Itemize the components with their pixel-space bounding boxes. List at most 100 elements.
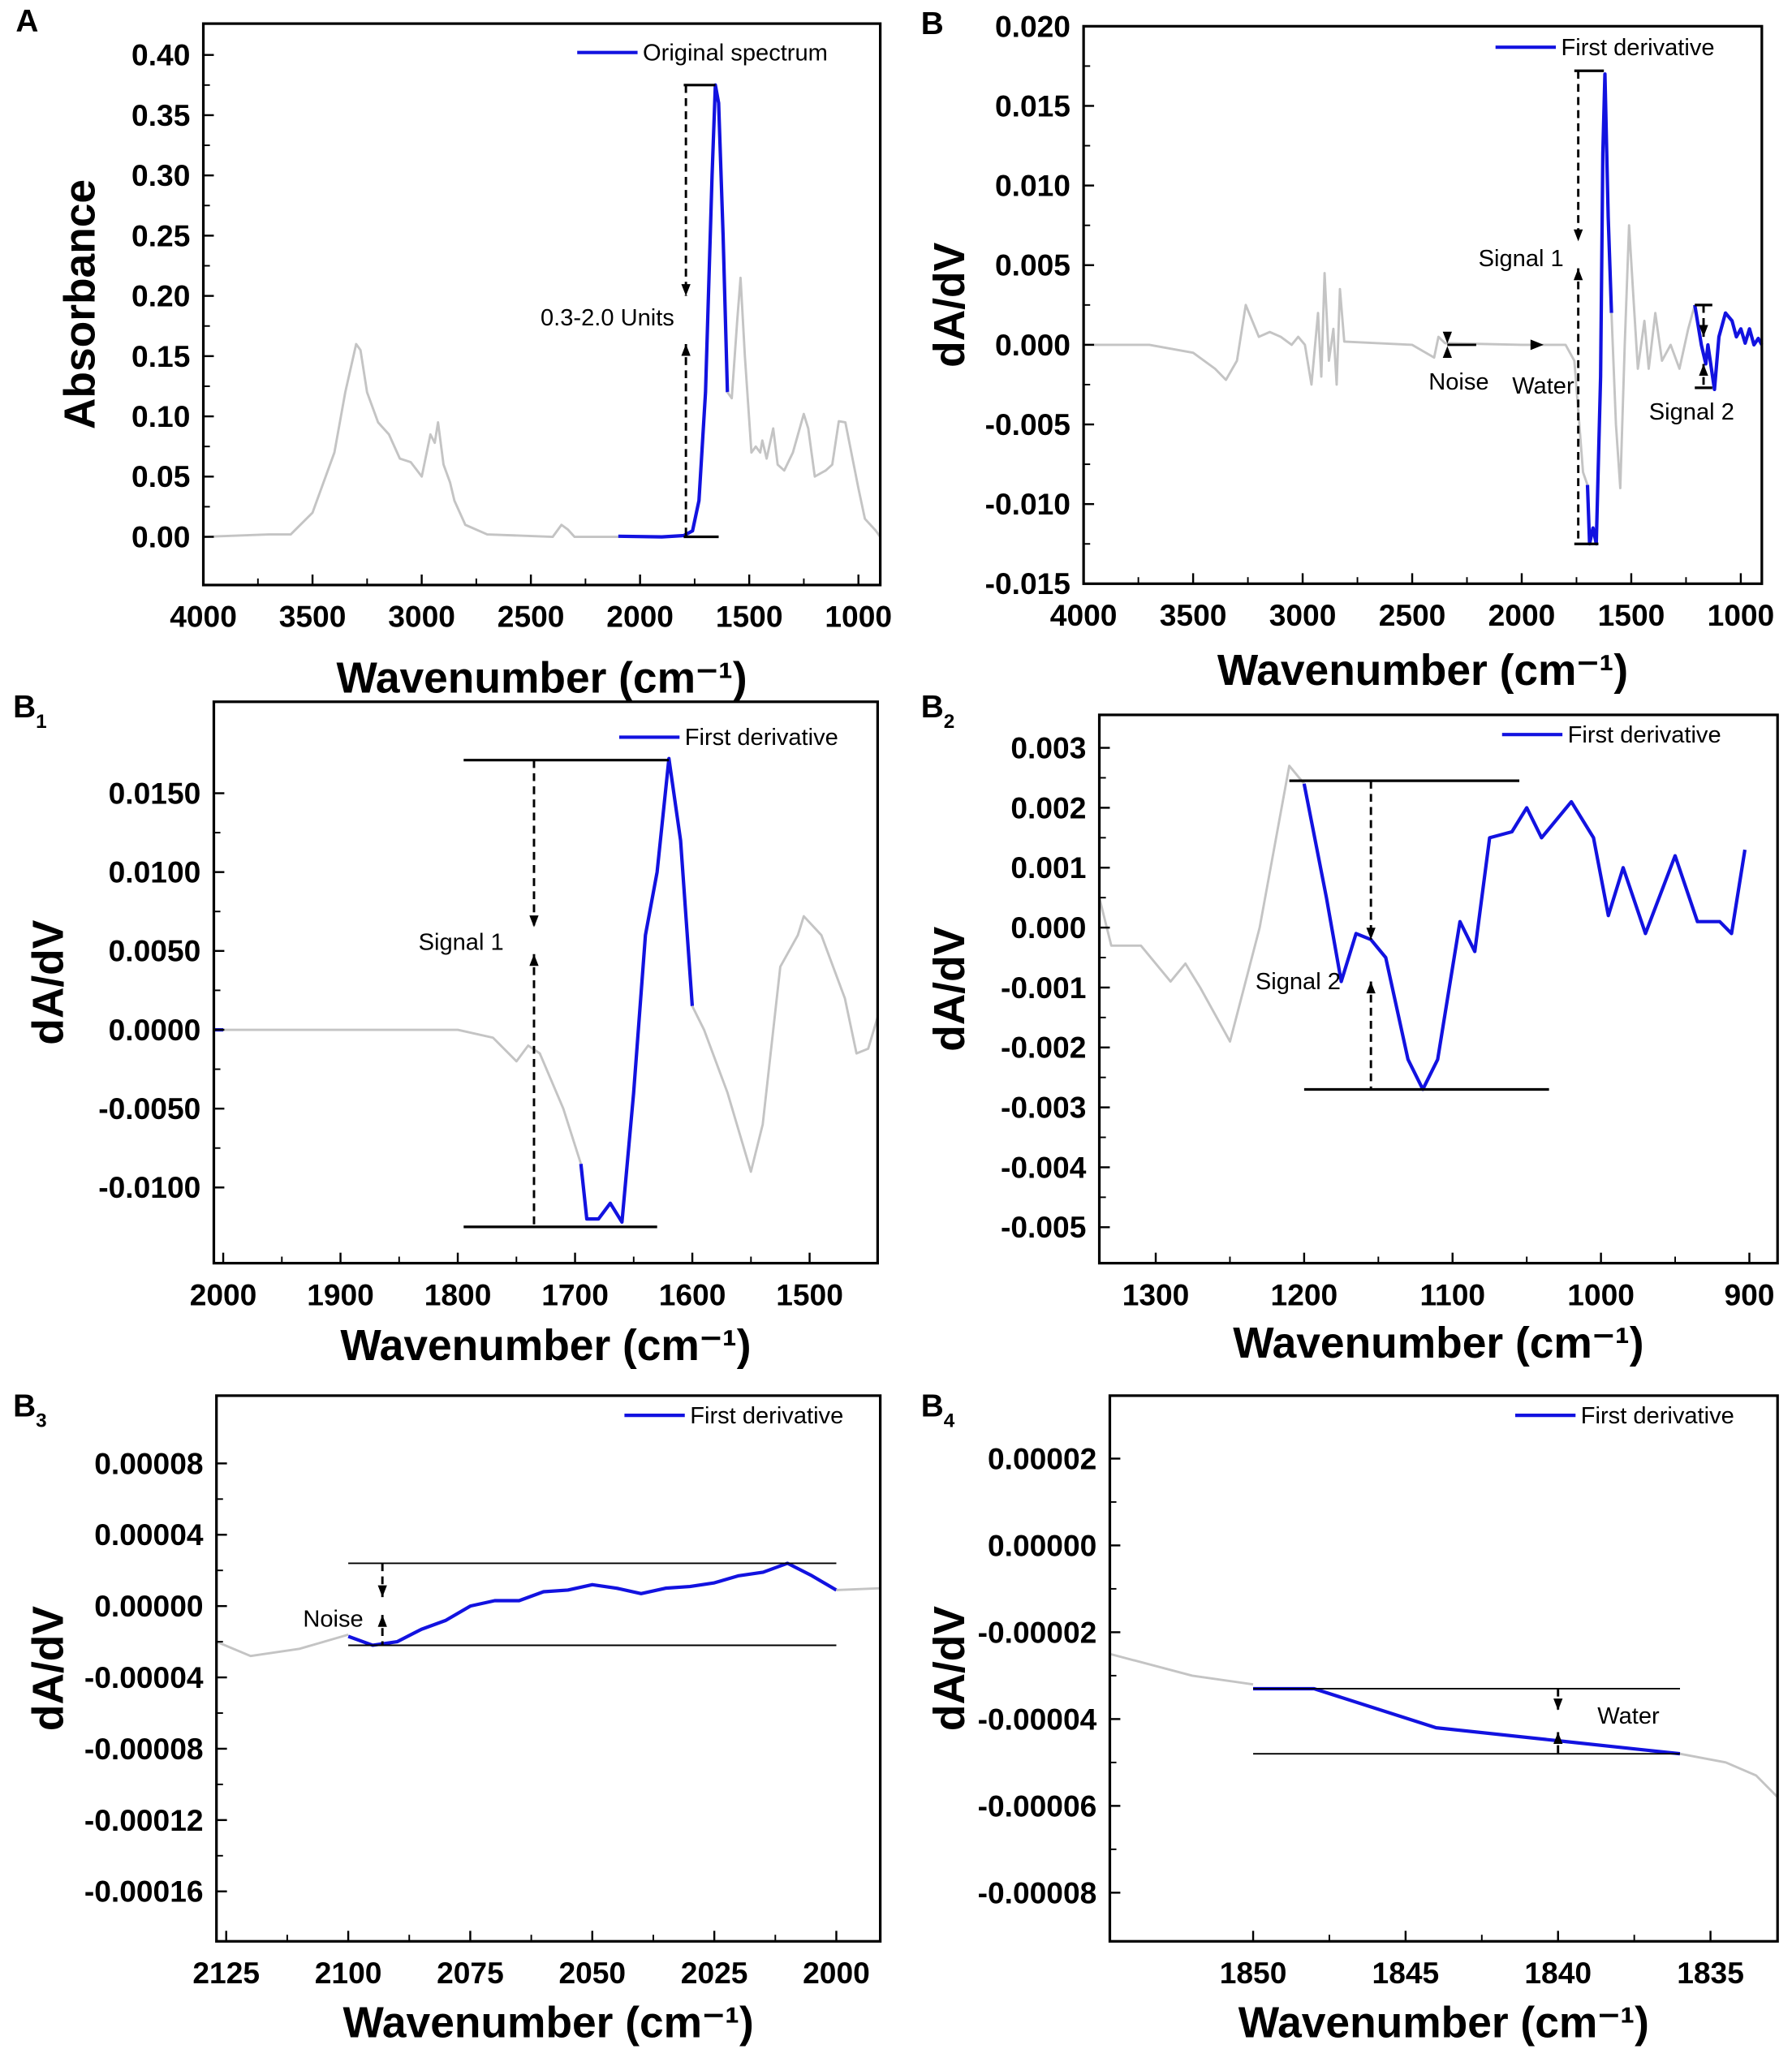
series-gray-2 (1610, 224, 1696, 489)
x-tick-label: 4000 (1050, 598, 1118, 632)
legend-label: First derivative (1581, 1403, 1734, 1429)
series-gray-1 (223, 1028, 583, 1164)
x-tick-label: 1300 (1122, 1277, 1190, 1311)
y-tick-label: 0.00000 (988, 1528, 1096, 1562)
y-tick-label: -0.002 (1001, 1031, 1086, 1065)
y-axis-label: dA/dV (926, 1606, 974, 1731)
x-tick-label: 1100 (1419, 1277, 1485, 1311)
y-tick-label: 0.005 (995, 248, 1070, 282)
x-tick-label: 1850 (1220, 1956, 1287, 1990)
series-blue-1 (1585, 72, 1613, 546)
panel-label: B1 (13, 690, 47, 733)
series-gray-2 (836, 1586, 881, 1591)
arrow-down-icon (1442, 331, 1452, 344)
x-axis-label: Wavenumber (cm⁻¹) (340, 1322, 751, 1370)
x-axis-label: Wavenumber (cm⁻¹) (1238, 1999, 1649, 2047)
x-tick-label: 1700 (541, 1277, 609, 1311)
x-tick-label: 1800 (424, 1277, 492, 1311)
series-gray-2 (1679, 1752, 1779, 1798)
y-tick-label: -0.005 (985, 407, 1070, 441)
x-axis-label: Wavenumber (cm⁻¹) (1217, 647, 1628, 695)
arrow-up-icon (1573, 268, 1583, 281)
x-tick-label: 2125 (192, 1956, 260, 1990)
y-tick-label: -0.00006 (978, 1789, 1097, 1823)
annotation-label: 0.3-2.0 Units (541, 305, 674, 331)
panel-b4: B4 1850 1845 1840 1835 -0.00008 -0.00006 -0.000… (921, 1389, 1779, 2047)
x-tick-label: 1835 (1677, 1956, 1744, 1990)
annotation-label: Signal 2 (1649, 399, 1734, 425)
x-tick-label: 1600 (659, 1277, 726, 1311)
y-tick-label: -0.00002 (978, 1615, 1097, 1649)
y-tick-label: -0.010 (985, 487, 1070, 521)
x-tick-label: 2100 (315, 1956, 382, 1990)
arrow-down-icon (377, 1585, 387, 1598)
legend: First derivative (1495, 35, 1715, 61)
y-tick-label: 0.30 (131, 158, 190, 192)
plot-frame (1108, 1394, 1779, 1943)
legend: First derivative (1514, 1403, 1734, 1429)
legend-label: First derivative (1568, 722, 1721, 748)
series-gray-0 (1083, 272, 1589, 486)
arrow-up-icon (681, 344, 691, 356)
series-gray-2 (726, 276, 881, 538)
x-tick-label: 1000 (1567, 1277, 1635, 1311)
panel-label: B2 (921, 690, 955, 733)
y-tick-label: 0.003 (1010, 730, 1086, 764)
y-tick-label: -0.00004 (978, 1702, 1097, 1736)
y-tick-label: 0.00008 (94, 1446, 203, 1480)
x-tick-label: 2000 (606, 600, 674, 634)
arrow-right-icon (1530, 339, 1544, 351)
panel-b3: B3 2125 2100 2075 2050 2025 2000 -0.00016 -0.000… (13, 1389, 882, 2047)
annotation-label: Water (1597, 1703, 1660, 1729)
x-tick-label: 2075 (437, 1956, 504, 1990)
arrow-up-icon (377, 1615, 387, 1627)
series-gray-0 (216, 1633, 349, 1658)
panel-b: B 4000 3500 3000 2500 2000 1500 1000 -0.015 -0.01… (921, 6, 1775, 695)
legend-label: First derivative (1562, 35, 1715, 61)
x-tick-label: 2500 (498, 600, 565, 634)
annotation-label: Signal 2 (1256, 969, 1341, 995)
x-tick-label: 2025 (681, 1956, 748, 1990)
y-tick-label: 0.0000 (109, 1013, 201, 1047)
y-tick-label: 0.0050 (109, 934, 201, 968)
arrow-up-icon (1366, 981, 1376, 994)
y-tick-label: 0.00002 (988, 1441, 1096, 1475)
y-tick-label: 0.001 (1010, 850, 1086, 885)
y-tick-label: -0.0100 (98, 1170, 200, 1204)
x-tick-label: 1500 (776, 1277, 843, 1311)
arrow-up-icon (529, 954, 539, 966)
legend-label: First derivative (685, 725, 838, 751)
arrow-up-icon (1553, 1732, 1563, 1744)
series-gray-0 (1109, 1652, 1254, 1686)
panel-label: B (921, 6, 944, 41)
legend: Original spectrum (577, 40, 828, 66)
panel-label: B4 (921, 1389, 955, 1432)
x-tick-label: 1500 (716, 600, 783, 634)
y-tick-label: 0.015 (995, 88, 1070, 123)
plot-frame (212, 700, 879, 1265)
y-tick-label: 0.000 (1010, 910, 1086, 945)
x-tick-label: 3500 (1160, 598, 1227, 632)
annotation-label: Noise (1428, 369, 1488, 395)
x-tick-label: 3500 (279, 600, 347, 634)
legend: First derivative (618, 725, 838, 751)
arrow-up-icon (1442, 346, 1452, 359)
x-tick-label: 2000 (803, 1956, 870, 1990)
arrow-down-icon (1553, 1698, 1563, 1711)
series-gray-0 (203, 342, 618, 539)
arrow-down-icon (681, 284, 691, 296)
y-tick-label: -0.015 (985, 566, 1070, 601)
x-tick-label: 1500 (1598, 598, 1665, 632)
x-tick-label: 3000 (388, 600, 455, 634)
panel-label: B3 (13, 1389, 47, 1432)
plot-frame (1082, 24, 1764, 585)
y-tick-label: -0.00012 (84, 1803, 204, 1837)
y-tick-label: 0.010 (995, 169, 1070, 203)
plot-frame (1097, 713, 1779, 1265)
y-tick-label: 0.15 (131, 339, 190, 373)
x-tick-label: 2050 (558, 1956, 626, 1990)
plot-frame (215, 1394, 882, 1943)
y-tick-label: 0.40 (131, 38, 190, 72)
x-tick-label: 1840 (1524, 1956, 1592, 1990)
annotation-label: Signal 1 (419, 929, 504, 955)
